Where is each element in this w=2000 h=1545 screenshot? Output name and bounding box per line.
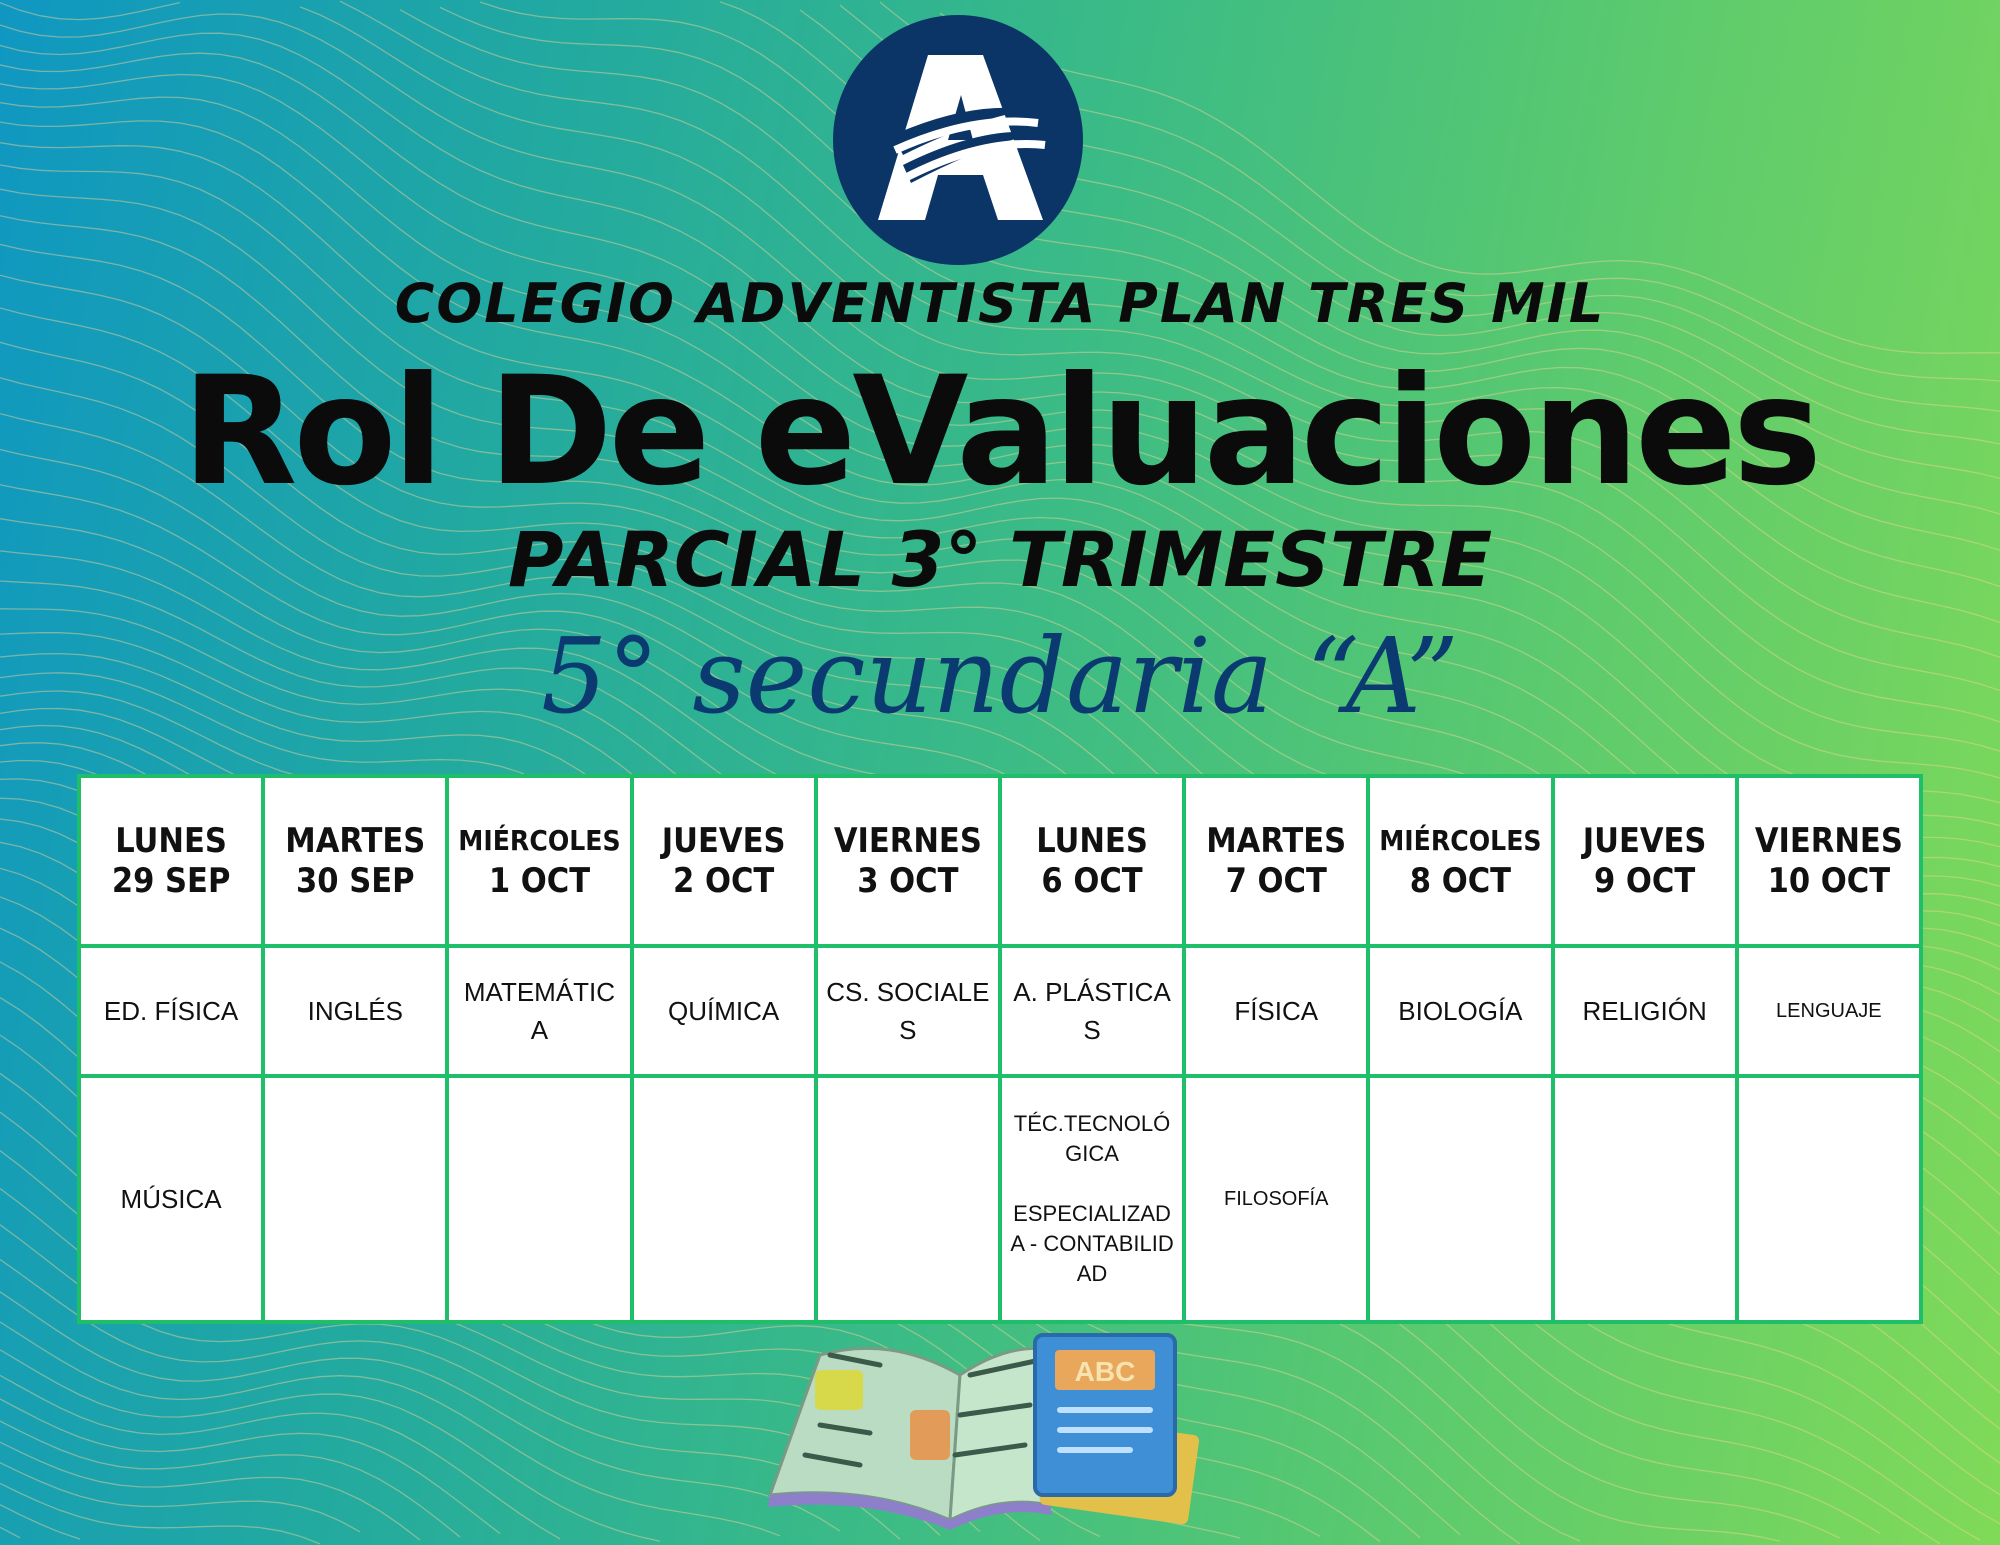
wave-line xyxy=(0,1398,501,1535)
grade-label: 5° secundaria “A” xyxy=(541,615,1459,737)
wave-line xyxy=(0,1321,781,1537)
wave-line xyxy=(939,12,2000,354)
day-date: 2 OCT xyxy=(673,861,775,901)
wave-line xyxy=(0,120,2000,827)
day-date: 10 OCT xyxy=(1767,861,1891,901)
wave-line xyxy=(399,9,2000,588)
wave-line xyxy=(339,0,2000,624)
exam-cell: CS. SOCIALES xyxy=(813,944,1002,1078)
wave-line xyxy=(0,1504,81,1540)
exam-cell xyxy=(1550,1074,1739,1324)
wave-line xyxy=(0,1462,361,1533)
day-name: MARTES xyxy=(285,821,426,861)
day-date: 9 OCT xyxy=(1593,861,1696,901)
wave-line xyxy=(0,1,2000,658)
school-name: COLEGIO ADVENTISTA PLAN TRES MIL xyxy=(394,272,1606,335)
day-name: MARTES xyxy=(1206,821,1347,861)
day-name: LUNES xyxy=(115,821,227,861)
exam-cell: TÉC.TECNOLÓGICA ESPECIALIZADA - CONTABIL… xyxy=(997,1074,1187,1324)
exam-cell: MATEMÁTICA xyxy=(445,944,634,1078)
exam-cell: MÚSICA xyxy=(76,1074,266,1324)
wave-line xyxy=(0,1482,321,1545)
day-date: 30 SEP xyxy=(296,861,415,901)
day-header: MARTES 7 OCT xyxy=(1182,774,1371,948)
exam-cell xyxy=(629,1074,818,1324)
day-name: LUNES xyxy=(1036,821,1148,861)
day-header: JUEVES 2 OCT xyxy=(629,774,818,948)
exam-cell xyxy=(261,1074,450,1324)
exam-cell xyxy=(445,1074,634,1324)
day-name: JUEVES xyxy=(661,821,786,861)
day-header: VIERNES 3 OCT xyxy=(813,774,1002,948)
books-illustration: ABC xyxy=(767,1333,1200,1530)
wave-line xyxy=(439,6,2000,551)
wave-line xyxy=(0,1258,901,1540)
day-header: MARTES 30 SEP xyxy=(261,774,450,948)
day-name: MIÉRCOLES xyxy=(458,824,621,857)
day-header: LUNES 29 SEP xyxy=(76,774,266,948)
day-header: VIERNES 10 OCT xyxy=(1734,774,1924,948)
exam-cell: FILOSOFÍA xyxy=(1182,1074,1371,1324)
exam-cell: QUÍMICA xyxy=(629,944,818,1078)
wave-line xyxy=(479,1,2000,515)
wave-line xyxy=(0,32,2000,723)
day-date: 8 OCT xyxy=(1409,861,1512,901)
wave-line xyxy=(0,52,2000,752)
exam-schedule-table: LUNES 29 SEP MARTES 30 SEP MIÉRCOLES 1 OCT JUE… xyxy=(76,774,1924,1324)
day-date: 3 OCT xyxy=(857,861,959,901)
day-date: 6 OCT xyxy=(1041,861,1143,901)
exam-cell: FÍSICA xyxy=(1182,944,1371,1078)
exam-cell: RELIGIÓN xyxy=(1550,944,1739,1078)
wave-line xyxy=(0,1374,561,1540)
day-name: VIERNES xyxy=(833,821,982,861)
exam-cell: ED. FÍSICA xyxy=(76,944,266,1078)
day-name: MIÉRCOLES xyxy=(1379,824,1542,857)
exam-cell: LENGUAJE xyxy=(1734,944,1924,1078)
day-name: JUEVES xyxy=(1582,821,1707,861)
page-title: Rol De eValuaciones xyxy=(181,345,1822,519)
exam-cell xyxy=(1734,1074,1924,1324)
wave-line xyxy=(0,1526,21,1539)
page-subtitle: PARCIAL 3° TRIMESTRE xyxy=(507,515,1493,604)
wave-line xyxy=(0,1420,461,1538)
school-logo xyxy=(833,15,1083,265)
wave-line xyxy=(0,142,2000,848)
wave-line xyxy=(0,73,2000,779)
wave-line xyxy=(0,1441,421,1541)
exam-cell: BIOLOGÍA xyxy=(1366,944,1555,1078)
wave-line xyxy=(0,96,2000,804)
day-name: VIERNES xyxy=(1754,821,1903,861)
day-header: MIÉRCOLES 1 OCT xyxy=(445,774,634,948)
day-header: MIÉRCOLES 8 OCT xyxy=(1366,774,1555,948)
book-abc-label: ABC xyxy=(1075,1356,1136,1387)
day-date: 29 SEP xyxy=(111,861,231,901)
day-header: JUEVES 9 OCT xyxy=(1550,774,1739,948)
wave-line xyxy=(0,1291,841,1532)
wave-line xyxy=(0,13,2000,692)
wave-line xyxy=(0,1224,941,1536)
day-date: 7 OCT xyxy=(1225,861,1327,901)
day-header: LUNES 6 OCT xyxy=(997,774,1187,948)
exam-cell xyxy=(813,1074,1002,1324)
exam-cell xyxy=(1366,1074,1555,1324)
wave-line xyxy=(0,1349,661,1542)
day-date: 1 OCT xyxy=(488,861,591,901)
exam-cell: A. PLÁSTICAS xyxy=(997,944,1187,1078)
exam-cell: INGLÉS xyxy=(261,944,450,1078)
